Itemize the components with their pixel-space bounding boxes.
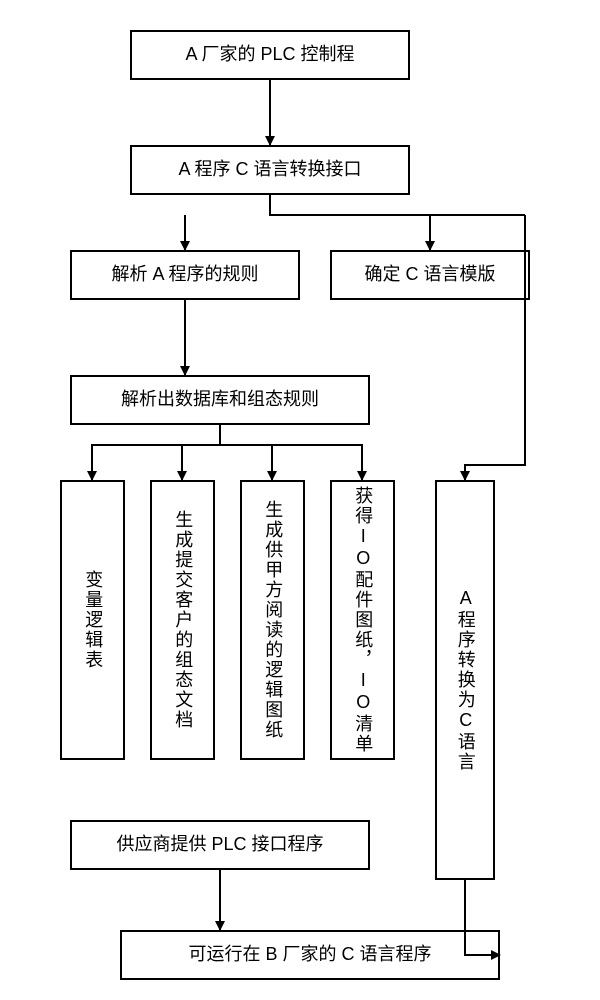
node-v3: 生成供甲方阅读的逻辑图纸: [240, 480, 305, 760]
edge-6: [92, 425, 220, 480]
node-n4: 确定 C 语言模版: [330, 250, 530, 300]
node-v1: 变量逻辑表: [60, 480, 125, 760]
node-n7: 可运行在 B 厂家的 C 语言程序: [120, 930, 500, 980]
node-v1-label: 变量逻辑表: [81, 570, 104, 670]
node-v5-label: A程序转换为C语言: [453, 588, 476, 772]
node-n1: A 厂家的 PLC 控制程: [130, 30, 410, 80]
node-n2-label: A 程序 C 语言转换接口: [178, 158, 361, 181]
node-v2-label: 生成提交客户的组态文档: [171, 510, 194, 730]
node-n4-label: 确定 C 语言模版: [364, 263, 495, 286]
node-v5: A程序转换为C语言: [435, 480, 495, 880]
node-n2: A 程序 C 语言转换接口: [130, 145, 410, 195]
node-n5: 解析出数据库和组态规则: [70, 375, 370, 425]
node-n6-label: 供应商提供 PLC 接口程序: [116, 833, 323, 856]
node-n5-label: 解析出数据库和组态规则: [121, 388, 319, 411]
node-v4: 获得IO配件图纸，IO清单: [330, 480, 395, 760]
node-n1-label: A 厂家的 PLC 控制程: [185, 43, 354, 66]
node-v4-label: 获得IO配件图纸，IO清单: [351, 486, 374, 754]
node-v3-label: 生成供甲方阅读的逻辑图纸: [261, 500, 284, 740]
node-n7-label: 可运行在 B 厂家的 C 语言程序: [188, 943, 431, 966]
node-n6: 供应商提供 PLC 接口程序: [70, 820, 370, 870]
node-n3: 解析 A 程序的规则: [70, 250, 300, 300]
node-v2: 生成提交客户的组态文档: [150, 480, 215, 760]
edge-1: [270, 195, 525, 215]
node-n3-label: 解析 A 程序的规则: [111, 263, 258, 286]
edge-9: [220, 445, 362, 480]
